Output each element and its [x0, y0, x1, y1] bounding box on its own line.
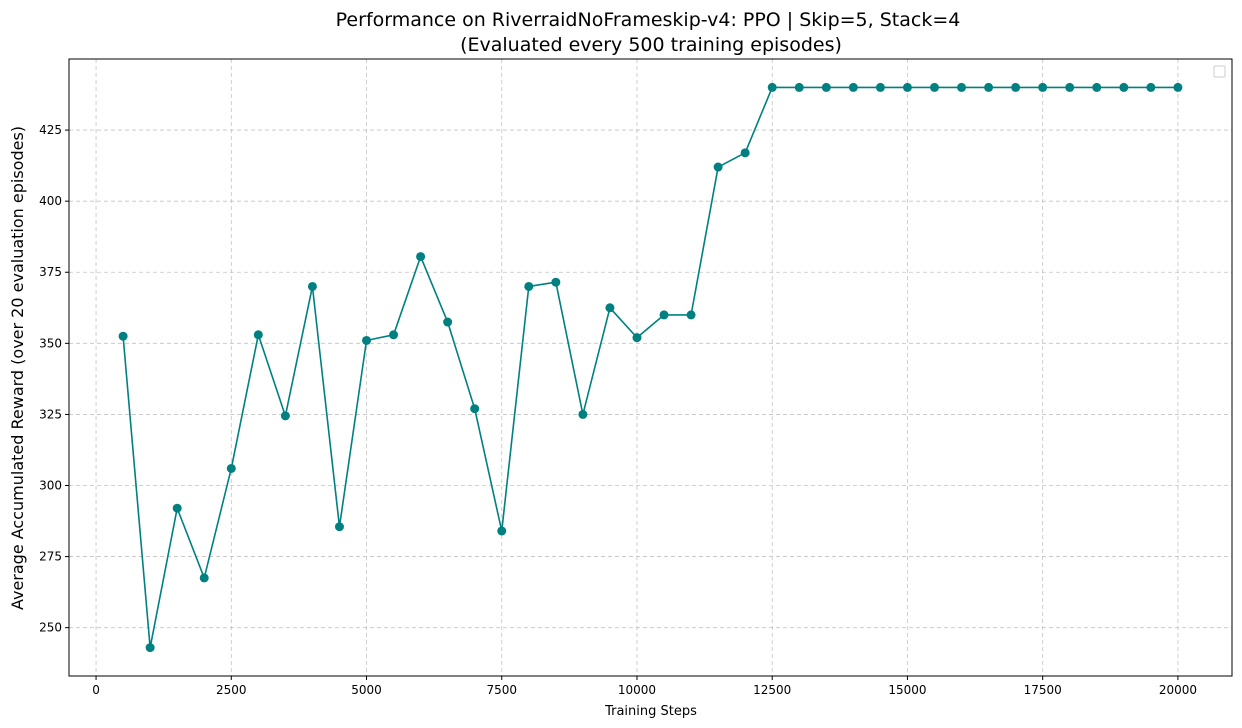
data-point	[199, 573, 209, 583]
data-point	[1146, 82, 1156, 92]
data-point	[253, 330, 263, 340]
data-point	[902, 82, 912, 92]
x-tick-label: 15000	[888, 683, 926, 697]
data-point	[1011, 82, 1021, 92]
data-point	[145, 643, 155, 653]
x-tick-label: 7500	[486, 683, 517, 697]
data-point	[605, 303, 615, 313]
data-point	[767, 82, 777, 92]
x-tick-label: 10000	[618, 683, 656, 697]
data-point	[875, 82, 885, 92]
y-axis-label: Average Accumulated Reward (over 20 eval…	[8, 126, 27, 610]
data-point	[280, 411, 290, 421]
y-tick-label: 400	[39, 194, 62, 208]
y-tick-label: 425	[39, 123, 62, 137]
y-tick-label: 300	[39, 478, 62, 492]
x-tick-label: 17500	[1024, 683, 1062, 697]
data-point	[713, 162, 723, 172]
axes: 0 2500 5000 7500 10000 12500 15000 17500 20000 25…	[39, 58, 1233, 697]
data-point	[1092, 82, 1102, 92]
y-tick-label: 275	[39, 550, 62, 564]
data-point	[984, 82, 994, 92]
data-point	[416, 252, 426, 262]
data-point	[470, 404, 480, 414]
x-tick-label: 20000	[1159, 683, 1197, 697]
data-point	[524, 281, 534, 291]
data-point	[362, 335, 372, 345]
data-point	[821, 82, 831, 92]
data-point	[118, 331, 128, 341]
data-point	[1038, 82, 1048, 92]
y-tick-label: 375	[39, 265, 62, 279]
data-point	[1119, 82, 1129, 92]
grid	[69, 59, 1232, 676]
plot-frame	[68, 58, 1233, 677]
data-point	[740, 148, 750, 158]
data-point	[1065, 82, 1075, 92]
x-tick-label: 2500	[216, 683, 247, 697]
legend-box	[1213, 65, 1226, 78]
x-tick-label: 5000	[351, 683, 382, 697]
data-point	[334, 522, 344, 532]
x-axis-label: Training Steps	[604, 704, 697, 719]
series-group	[118, 82, 1183, 653]
data-point	[929, 82, 939, 92]
data-point	[794, 82, 804, 92]
data-point	[578, 409, 588, 419]
data-point	[1173, 82, 1183, 92]
x-tick-label: 12500	[753, 683, 791, 697]
y-tick-label: 350	[39, 336, 62, 350]
y-tick-label: 325	[39, 407, 62, 421]
data-point	[957, 82, 967, 92]
chart-subtitle: (Evaluated every 500 training episodes)	[460, 34, 842, 56]
data-point	[389, 330, 399, 340]
data-point	[443, 317, 453, 327]
x-tick-label: 0	[92, 683, 100, 697]
series-line	[122, 86, 1178, 649]
data-point	[551, 277, 561, 287]
data-point	[226, 463, 236, 473]
data-point	[632, 333, 642, 343]
data-point	[686, 310, 696, 320]
data-point	[497, 526, 507, 536]
data-point	[848, 82, 858, 92]
data-point	[307, 281, 317, 291]
data-point	[172, 503, 182, 513]
y-tick-label: 250	[39, 621, 62, 635]
data-point	[659, 310, 669, 320]
chart-title: Performance on RiverraidNoFrameskip-v4: …	[336, 9, 961, 31]
